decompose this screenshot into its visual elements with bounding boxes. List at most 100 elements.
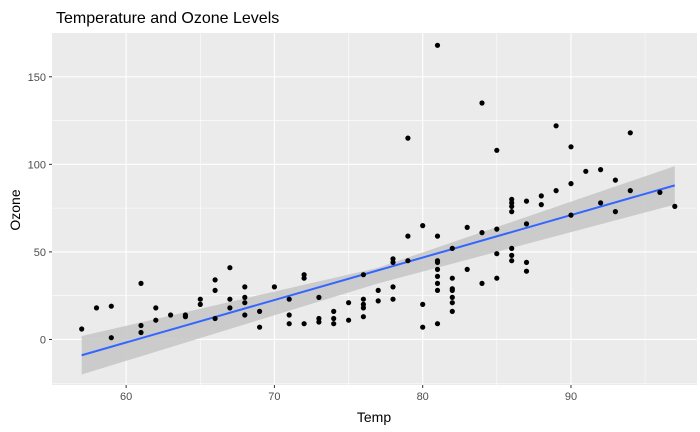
data-point xyxy=(405,135,411,141)
data-point xyxy=(509,258,515,264)
data-point xyxy=(449,245,455,251)
data-point xyxy=(627,130,633,136)
data-point xyxy=(375,287,381,293)
data-point xyxy=(153,305,159,311)
data-point xyxy=(242,312,248,318)
data-point xyxy=(420,324,426,330)
data-point xyxy=(598,200,604,206)
data-point xyxy=(553,188,559,194)
data-point xyxy=(612,209,619,215)
data-point xyxy=(509,209,515,215)
data-point xyxy=(553,123,559,129)
x-axis: 60 70 80 90 xyxy=(120,385,577,403)
data-point xyxy=(227,305,233,311)
data-point xyxy=(227,296,233,302)
x-tick-label: 90 xyxy=(565,391,577,403)
data-point xyxy=(138,329,144,336)
data-point xyxy=(434,42,441,48)
data-point xyxy=(509,203,515,209)
data-point xyxy=(212,315,218,322)
data-point xyxy=(227,265,233,271)
data-point xyxy=(360,296,366,302)
data-point xyxy=(286,312,292,318)
data-point xyxy=(434,259,441,265)
y-tick-label: 150 xyxy=(28,72,46,84)
data-point xyxy=(360,314,366,320)
data-point xyxy=(390,284,396,290)
data-point xyxy=(598,167,604,173)
data-point xyxy=(405,258,411,264)
data-point xyxy=(138,280,144,286)
data-point xyxy=(523,268,530,274)
data-point xyxy=(464,224,470,230)
data-point xyxy=(108,303,114,309)
data-point xyxy=(301,275,307,281)
data-point xyxy=(523,198,530,204)
y-tick-label: 0 xyxy=(40,334,46,346)
data-point xyxy=(212,287,218,293)
x-axis-title: Temp xyxy=(357,409,391,425)
data-point xyxy=(168,312,174,318)
data-point xyxy=(449,308,455,314)
data-point xyxy=(257,308,263,314)
data-point xyxy=(242,294,248,300)
data-point xyxy=(138,322,144,329)
data-point xyxy=(301,321,307,327)
data-point xyxy=(360,305,366,311)
data-point xyxy=(627,188,633,194)
data-point xyxy=(108,335,114,341)
data-point xyxy=(583,168,589,174)
data-point xyxy=(212,277,218,283)
data-point xyxy=(479,280,485,286)
data-point xyxy=(434,266,441,272)
y-tick-label: 100 xyxy=(28,159,46,171)
data-point xyxy=(390,296,396,302)
data-point xyxy=(331,315,337,322)
data-point xyxy=(257,324,263,330)
data-point xyxy=(286,296,292,302)
data-point xyxy=(494,226,500,232)
data-point xyxy=(271,284,277,290)
data-point xyxy=(523,221,530,227)
data-point xyxy=(479,230,485,236)
data-point xyxy=(509,245,515,251)
chart-title: Temperature and Ozone Levels xyxy=(56,10,279,27)
x-tick-label: 60 xyxy=(120,391,132,403)
data-point xyxy=(346,300,352,306)
data-point xyxy=(494,147,500,153)
data-point xyxy=(449,275,455,281)
data-point xyxy=(538,202,544,208)
data-point xyxy=(479,100,485,106)
data-point xyxy=(612,177,619,183)
y-axis: 0 50 100 150 xyxy=(28,72,52,346)
data-point xyxy=(420,301,426,307)
data-point xyxy=(449,294,455,300)
data-point xyxy=(375,298,381,304)
data-point xyxy=(346,317,352,323)
data-point xyxy=(464,266,470,272)
data-point xyxy=(420,223,426,229)
data-point xyxy=(242,284,248,290)
data-point xyxy=(331,308,337,314)
data-point xyxy=(449,287,455,293)
data-point xyxy=(538,193,544,199)
regression-line xyxy=(81,184,676,357)
data-point xyxy=(242,300,248,306)
data-point xyxy=(331,321,337,327)
data-point xyxy=(568,212,574,218)
data-point xyxy=(434,321,441,327)
data-point xyxy=(390,259,396,265)
data-point xyxy=(197,296,203,302)
data-point xyxy=(449,300,455,306)
y-axis-title: Ozone xyxy=(7,189,23,230)
data-point xyxy=(494,275,500,281)
data-point xyxy=(93,305,100,311)
data-point xyxy=(434,280,441,286)
data-point xyxy=(79,326,85,332)
data-point xyxy=(657,189,663,195)
x-tick-label: 70 xyxy=(268,391,280,403)
data-point xyxy=(182,312,188,318)
data-point xyxy=(434,287,441,293)
data-point xyxy=(434,233,441,239)
